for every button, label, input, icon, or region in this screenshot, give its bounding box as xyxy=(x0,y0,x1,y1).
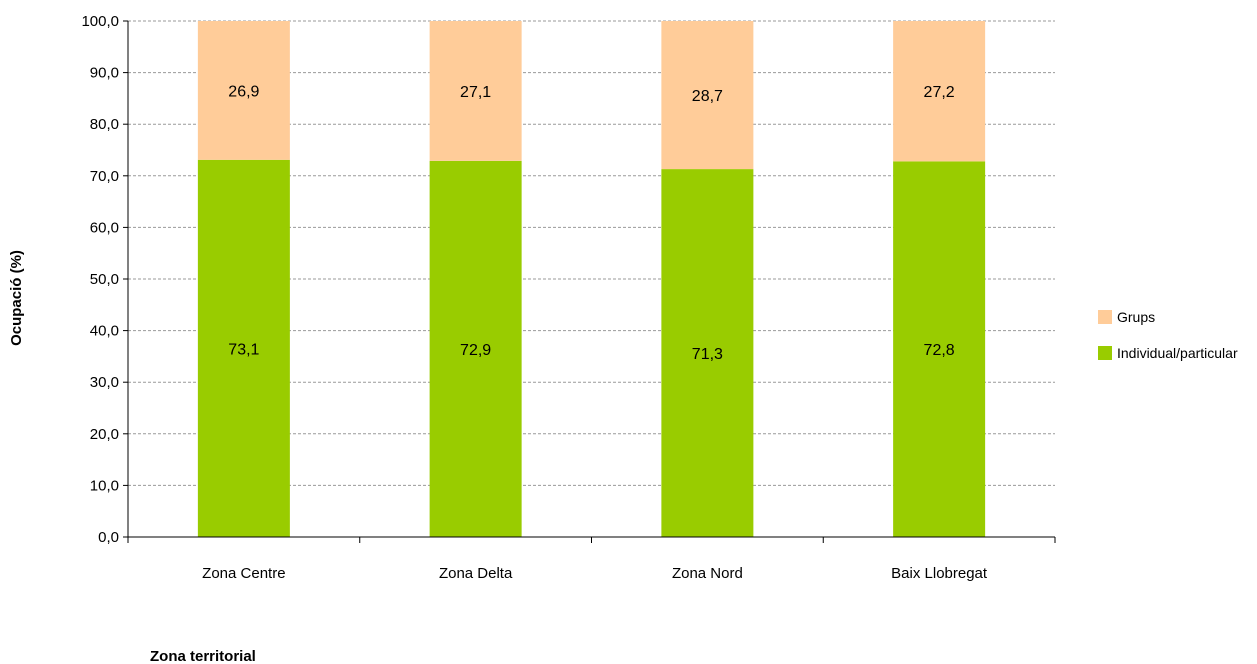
x-tick-label: Zona Delta xyxy=(439,565,513,582)
y-tick-label: 20,0 xyxy=(90,426,119,443)
y-tick-label: 10,0 xyxy=(90,477,119,494)
bar-segment-grups xyxy=(197,21,290,160)
bar-segment-individual xyxy=(661,169,754,538)
data-label: 27,1 xyxy=(460,84,491,101)
y-axis-title: Ocupació (%) xyxy=(8,250,25,346)
bars: 73,1 26,9 72,9 27,1 71,3 28,7 72,8 27,2 xyxy=(197,21,986,538)
x-axis-title: Zona territorial xyxy=(150,648,256,664)
bar-segment-individual xyxy=(197,159,290,537)
y-tick-label: 90,0 xyxy=(90,65,119,82)
y-tick-label: 50,0 xyxy=(90,271,119,288)
x-tick-label: Baix Llobregat xyxy=(891,565,988,582)
y-tick-label: 80,0 xyxy=(90,116,119,133)
bar-segment-individual xyxy=(893,161,986,538)
x-tick-label: Zona Nord xyxy=(672,565,743,582)
bar-segment-grups xyxy=(661,21,754,170)
y-tick-label: 40,0 xyxy=(90,323,119,340)
legend-label: Individual/particular xyxy=(1117,345,1238,361)
legend-label: Grups xyxy=(1117,309,1155,325)
data-label: 27,2 xyxy=(924,84,955,101)
axes xyxy=(123,20,1056,543)
y-tick-label: 100,0 xyxy=(81,13,119,30)
data-label: 72,9 xyxy=(460,342,491,359)
bar-segment-grups xyxy=(893,21,986,162)
data-label: 28,7 xyxy=(692,88,723,105)
x-tick-label: Zona Centre xyxy=(202,565,285,582)
data-label: 26,9 xyxy=(228,83,259,100)
y-tick-label: 30,0 xyxy=(90,374,119,391)
data-label: 73,1 xyxy=(228,341,259,358)
legend-swatch xyxy=(1098,310,1112,324)
bar-segment-individual xyxy=(429,160,522,537)
data-label: 72,8 xyxy=(924,342,955,359)
x-tick-labels: Zona Centre Zona Delta Zona Nord Baix Llobr… xyxy=(202,565,988,582)
y-tick-labels: 0,0 10,0 20,0 30,0 40,0 50,0 60,0 70,0 80,0 90,0 1… xyxy=(81,13,119,546)
legend: Grups Individual/particular xyxy=(1098,309,1238,361)
y-tick-label: 0,0 xyxy=(98,529,119,546)
legend-swatch xyxy=(1098,346,1112,360)
y-tick-label: 70,0 xyxy=(90,168,119,185)
bar-segment-grups xyxy=(429,21,522,161)
data-label: 71,3 xyxy=(692,346,723,363)
y-tick-label: 60,0 xyxy=(90,219,119,236)
